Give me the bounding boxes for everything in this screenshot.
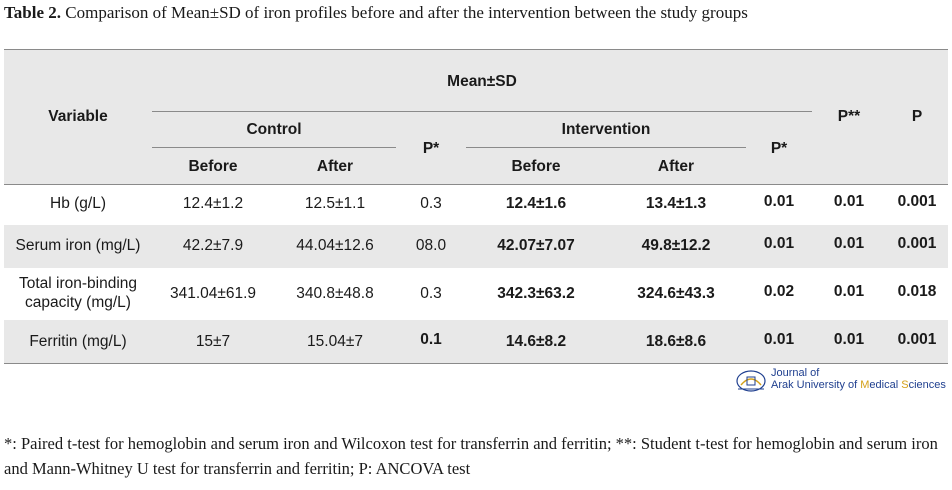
table-row-3-variable: Total iron-binding capacity (mg/L) bbox=[4, 268, 152, 320]
meansd-rule bbox=[152, 111, 812, 112]
table-caption: Table 2. Comparison of Mean±SD of iron p… bbox=[4, 3, 948, 23]
logo-line-2-s: S bbox=[901, 379, 909, 391]
logo-line-1: Journal of bbox=[771, 367, 820, 379]
header-p-double-star: P** bbox=[837, 107, 861, 125]
table-row-3-intervention-before: 342.3±63.2 bbox=[497, 284, 575, 302]
table-row-3-control-after: 340.8±48.8 bbox=[296, 284, 374, 302]
header-control: Control bbox=[246, 120, 302, 138]
table-row-1-intervention-p: 0.01 bbox=[763, 193, 795, 211]
table-row-2-p: 0.001 bbox=[897, 235, 937, 253]
table-row-1-variable: Hb (g/L) bbox=[50, 195, 106, 213]
table-row-1-intervention-before: 12.4±1.6 bbox=[505, 195, 567, 213]
table-row-4-intervention-after: 18.6±8.6 bbox=[645, 332, 707, 350]
intervention-rule bbox=[466, 147, 746, 148]
table-row-4-intervention-p: 0.01 bbox=[763, 330, 795, 348]
logo-line-2-part-a: Arak University of bbox=[771, 379, 861, 391]
table-row-1-intervention-after: 13.4±1.3 bbox=[645, 195, 707, 213]
logo-line-2-m: M bbox=[860, 379, 870, 391]
caption-label: Table 2. bbox=[4, 3, 62, 22]
header-bottom-rule bbox=[4, 184, 948, 185]
header-control-after: After bbox=[316, 157, 354, 175]
header-p: P bbox=[911, 107, 923, 125]
control-rule bbox=[152, 147, 396, 148]
table-row-2-intervention-p: 0.01 bbox=[763, 235, 795, 253]
table-row-4-control-before: 15±7 bbox=[195, 332, 231, 350]
table-row-1-control-p: 0.3 bbox=[420, 195, 442, 213]
table-row-3-intervention-p: 0.02 bbox=[763, 282, 795, 300]
table-row-1-p: 0.001 bbox=[897, 193, 937, 211]
table-row-3-p-double-star: 0.01 bbox=[833, 282, 865, 300]
journal-emblem-icon bbox=[736, 370, 766, 392]
logo-line-2-part-c: ciences bbox=[908, 379, 946, 391]
table-row-2-variable: Serum iron (mg/L) bbox=[15, 237, 141, 255]
table-row-3-variable-line2: capacity (mg/L) bbox=[25, 294, 131, 311]
table-row-2-control-p: 08.0 bbox=[415, 237, 447, 255]
header-control-before: Before bbox=[188, 157, 238, 175]
journal-logo: Journal of Arak University of Medical Sc… bbox=[735, 367, 950, 393]
table-row-1-control-before: 12.4±1.2 bbox=[182, 195, 244, 213]
logo-line-2: Arak University of Medical Sciences bbox=[771, 379, 946, 391]
table-row-3-control-before: 341.04±61.9 bbox=[169, 284, 257, 302]
table-row-2-intervention-before: 42.07±7.07 bbox=[497, 237, 575, 255]
header-intervention-p: P* bbox=[770, 139, 788, 157]
header-variable: Variable bbox=[48, 107, 108, 125]
caption-text: Comparison of Mean±SD of iron profiles b… bbox=[61, 3, 748, 22]
table-row-4-p-double-star: 0.01 bbox=[833, 330, 865, 348]
data-table: Variable Mean±SD Control Intervention P*… bbox=[4, 49, 948, 364]
header-meansd: Mean±SD bbox=[447, 72, 517, 90]
table-row-3-p: 0.018 bbox=[897, 282, 937, 300]
table-row-4-p: 0.001 bbox=[897, 330, 937, 348]
row-band-4 bbox=[4, 320, 948, 364]
table-row-3-variable-line1: Total iron-binding bbox=[18, 275, 138, 293]
logo-line-2-part-b: edical bbox=[869, 379, 902, 391]
header-intervention-after: After bbox=[657, 157, 695, 175]
table-row-4-control-after: 15.04±7 bbox=[307, 332, 363, 350]
table-row-3-control-p: 0.3 bbox=[420, 284, 442, 302]
row-band-2 bbox=[4, 225, 948, 268]
table-row-2-p-double-star: 0.01 bbox=[833, 235, 865, 253]
header-intervention-before: Before bbox=[511, 157, 561, 175]
bottom-rule bbox=[4, 363, 948, 364]
header-control-p: P* bbox=[422, 139, 440, 157]
table-row-2-control-before: 42.2±7.9 bbox=[182, 237, 244, 255]
table-footnote: *: Paired t-test for hemoglobin and seru… bbox=[4, 434, 938, 478]
table-row-2-control-after: 44.04±12.6 bbox=[296, 237, 374, 255]
table-row-1-p-double-star: 0.01 bbox=[833, 193, 865, 211]
header-intervention: Intervention bbox=[561, 120, 651, 138]
table-row-2-intervention-after: 49.8±12.2 bbox=[641, 237, 711, 255]
top-rule bbox=[4, 49, 948, 50]
table-row-4-intervention-before: 14.6±8.2 bbox=[505, 332, 567, 350]
table-row-4-control-p: 0.1 bbox=[420, 330, 442, 348]
table-row-4-variable: Ferritin (mg/L) bbox=[29, 332, 127, 350]
table-row-1-control-after: 12.5±1.1 bbox=[304, 195, 366, 213]
table-row-3-intervention-after: 324.6±43.3 bbox=[637, 284, 715, 302]
header-band bbox=[4, 49, 948, 184]
